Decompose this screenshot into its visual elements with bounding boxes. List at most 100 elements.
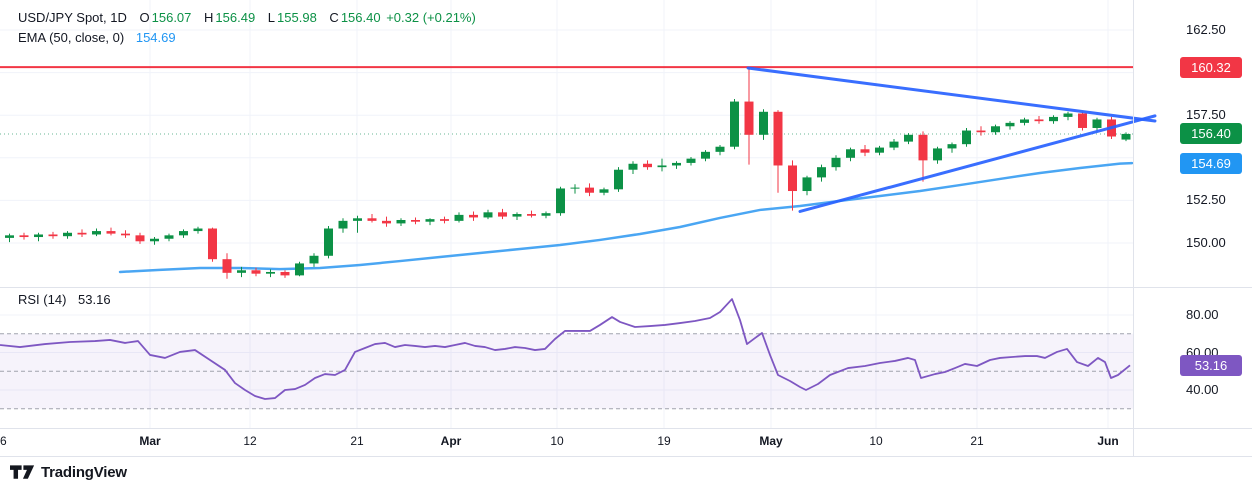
time-axis-border — [0, 428, 1252, 429]
legend-panel: USD/JPY Spot, 1D O 156.07 H 156.49 L 155.98… — [18, 8, 476, 48]
candle-body — [672, 162, 681, 166]
candle-body — [425, 219, 435, 222]
candle-body — [701, 151, 710, 159]
candle-body — [469, 214, 478, 218]
ema-value: 154.69 — [135, 30, 176, 45]
candle-body — [744, 101, 754, 135]
candle-body — [150, 238, 159, 242]
candle-body — [614, 169, 623, 190]
pane-separator[interactable] — [0, 287, 1252, 288]
candle-body — [875, 147, 884, 153]
candle-body — [628, 163, 638, 170]
candle-body — [773, 111, 783, 166]
candle-body — [715, 146, 725, 152]
close-key: C — [329, 10, 339, 25]
candle-body — [309, 255, 319, 264]
candle-body — [440, 219, 449, 221]
candle-body — [106, 231, 116, 234]
rsi-line — [0, 298, 1131, 400]
rsi-tick-label: 80.00 — [1186, 307, 1219, 322]
chart-canvas[interactable] — [0, 0, 1252, 460]
rsi-value: 53.16 — [78, 292, 111, 307]
candle-body — [759, 111, 768, 135]
candle-body — [860, 149, 870, 153]
price-axis[interactable]: 162.50 157.50 152.50 150.00 80.00 60.00 40.00 1… — [1133, 0, 1252, 456]
tradingview-logo-icon — [10, 465, 35, 479]
candle-body — [1092, 119, 1102, 128]
candle-body — [251, 270, 261, 274]
candle-body — [527, 214, 536, 216]
candle-body — [918, 134, 928, 161]
candle-body — [1121, 133, 1131, 140]
high-value: 156.49 — [215, 10, 256, 25]
tradingview-attribution[interactable]: TradingView — [10, 464, 127, 481]
candle-body — [63, 232, 72, 237]
candle-body — [396, 219, 406, 224]
candle-body — [1020, 119, 1029, 123]
price-tick-label: 152.50 — [1186, 192, 1226, 208]
time-tick-label: 19 — [657, 434, 671, 448]
candle-body — [1049, 116, 1058, 122]
tradingview-logo-text: TradingView — [41, 464, 127, 481]
time-axis[interactable]: 6 Mar 12 21 Apr 10 19 May 10 21 Jun — [0, 428, 1133, 456]
candle-body — [817, 167, 826, 178]
high-key: H — [204, 10, 214, 25]
candle-body — [164, 235, 174, 239]
candle-body — [338, 220, 348, 229]
candle-body — [353, 218, 362, 221]
price-tick-label: 162.50 — [1186, 22, 1226, 37]
candle-body — [976, 130, 986, 133]
time-tick-label: Mar — [139, 434, 161, 448]
candle-body — [498, 212, 507, 217]
candle-body — [1005, 122, 1015, 127]
candle-body — [1063, 113, 1073, 117]
candle-body — [266, 271, 275, 274]
candle-body — [382, 220, 391, 224]
candle-body — [788, 165, 797, 192]
rsi-label: RSI (14) — [18, 292, 67, 307]
time-tick-label: 21 — [970, 434, 984, 448]
value-label: 160.32 — [1180, 56, 1242, 78]
time-tick-label: 6 — [0, 434, 7, 448]
candle-body — [280, 271, 290, 276]
candle-body — [802, 177, 812, 192]
symbol-title: USD/JPY Spot, 1D — [18, 10, 127, 25]
candle-body — [208, 228, 217, 260]
candle-body — [77, 232, 87, 235]
candle-body — [730, 101, 739, 147]
candle-body — [1078, 113, 1087, 128]
candle-body — [454, 214, 464, 221]
symbol-legend-row[interactable]: USD/JPY Spot, 1D O 156.07 H 156.49 L 155.98… — [18, 8, 476, 28]
price-tick-label: 150.00 — [1186, 235, 1226, 250]
candle-body — [295, 263, 304, 276]
candle-body — [5, 235, 14, 238]
rsi-legend-row[interactable]: RSI (14) 53.16 — [18, 292, 111, 307]
low-key: L — [267, 10, 276, 25]
ema-legend-row[interactable]: EMA (50, close, 0) 154.69 — [18, 28, 476, 48]
candle-body — [962, 130, 971, 145]
candle-body — [933, 148, 942, 161]
lower-triangle — [798, 114, 1157, 213]
candle-body — [643, 163, 652, 168]
candle-body — [193, 228, 203, 232]
price-axis-border — [1133, 0, 1134, 456]
candle-body — [991, 126, 1000, 133]
candle-body — [411, 219, 420, 222]
candle-body — [48, 234, 58, 237]
open-value: 156.07 — [151, 10, 192, 25]
candle-body — [19, 235, 29, 238]
open-key: O — [139, 10, 150, 25]
candle-body — [222, 259, 232, 273]
candle-body — [483, 212, 493, 218]
time-tick-label: 10 — [869, 434, 883, 448]
candle-body — [121, 233, 130, 236]
candle-body — [135, 235, 145, 242]
price-tick-label: 157.50 — [1186, 107, 1226, 123]
candle-body — [237, 270, 246, 273]
value-label: 154.69 — [1180, 152, 1242, 174]
candle-body — [179, 231, 188, 236]
candle-body — [367, 218, 377, 221]
candle-body — [831, 157, 841, 168]
candle-body — [92, 231, 101, 235]
